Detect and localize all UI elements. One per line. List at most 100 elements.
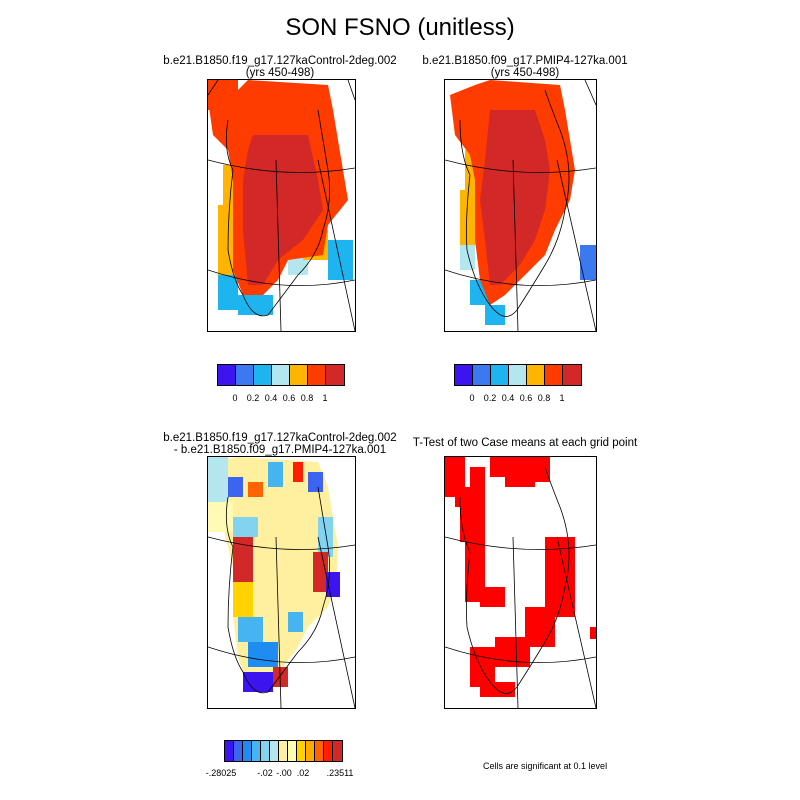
panel1-svg (208, 80, 355, 331)
panel2-title: b.e21.B1850.f09_g17.PMIP4-127ka.001 (yrs… (405, 55, 645, 79)
colorbar1 (217, 364, 345, 386)
p1-latline (208, 269, 355, 287)
p1-lonline (347, 80, 355, 101)
panel1-field (208, 80, 353, 315)
colorbar-diff-tick: -.28025 (205, 768, 237, 778)
colorbar2-swatch (545, 365, 563, 385)
p4-coast (459, 466, 570, 694)
p3-cell (233, 537, 253, 582)
p3-cell (318, 517, 333, 557)
colorbar-diff (224, 740, 343, 762)
p4-latline (445, 646, 596, 664)
colorbar2 (454, 364, 582, 386)
panel1-title-line1: b.e21.B1850.f19_g17.127kaControl-2deg.00… (163, 55, 397, 67)
p1-latline (208, 159, 355, 173)
colorbar1-tick: 0.2 (246, 393, 260, 403)
significance-note: Cells are significant at 0.1 level (483, 761, 608, 771)
colorbar-diff-swatch (252, 741, 261, 761)
colorbar-diff-swatch (306, 741, 315, 761)
p3-cell (313, 552, 328, 592)
p3-cell (228, 477, 243, 497)
panel1-title-line2: (yrs 450-498) (245, 67, 315, 79)
colorbar-diff-swatch (225, 741, 234, 761)
colorbar1-tick: 0.8 (300, 393, 314, 403)
colorbar2-swatch (563, 365, 581, 385)
colorbar2-swatch (473, 365, 491, 385)
colorbar2-tick: 0.8 (537, 393, 551, 403)
colorbar-diff-tick: -.00 (276, 768, 292, 778)
panel4-title: T-Test of two Case means at each grid po… (405, 437, 645, 449)
colorbar2-tick: 0.4 (501, 393, 515, 403)
p2-latline (445, 159, 596, 173)
p1-cell (208, 80, 238, 110)
panel3-title-line1: b.e21.B1850.f19_g17.127kaControl-2deg.00… (163, 432, 397, 444)
p3-cell (273, 667, 288, 687)
colorbar1-swatch (254, 365, 272, 385)
panel2-title-line2: (yrs 450-498) (490, 67, 560, 79)
colorbar2-swatch (455, 365, 473, 385)
panel4-lines (445, 466, 596, 708)
p2-latline (445, 269, 596, 287)
p2-cell (485, 305, 505, 325)
panel3-title-line2: - b.e21.B1850.f09_g17.PMIP4-127ka.001 (173, 444, 387, 456)
colorbar-diff-swatch (324, 741, 333, 761)
p4-lonline (556, 536, 596, 708)
panel1-lines (208, 80, 355, 331)
figure-title: SON FSNO (unitless) (285, 14, 515, 41)
colorbar2-swatch (491, 365, 509, 385)
panel2-title-line1: b.e21.B1850.f09_g17.PMIP4-127ka.001 (422, 55, 628, 67)
colorbar2-tick: 0.2 (483, 393, 497, 403)
p3-cell (243, 672, 273, 692)
p1-coast (225, 109, 331, 317)
colorbar1-swatch (326, 365, 344, 385)
p4-cell (460, 507, 485, 542)
panel1-title: b.e21.B1850.f19_g17.127kaControl-2deg.00… (160, 55, 400, 79)
colorbar2-swatch (527, 365, 545, 385)
p1-lonline (275, 159, 282, 331)
colorbar1-tick: 0.6 (282, 393, 296, 403)
colorbar-diff-swatch (288, 741, 297, 761)
panel3-title: b.e21.B1850.f19_g17.127kaControl-2deg.00… (160, 432, 400, 456)
p4-cell (470, 647, 495, 687)
colorbar-diff-tick: .02 (296, 768, 310, 778)
colorbar-diff-tick: .23511 (326, 768, 354, 778)
panel1-map (207, 79, 356, 332)
panel3-svg (208, 457, 355, 708)
p4-cell (505, 457, 535, 487)
p1-lonline (317, 159, 355, 331)
panel2-field (450, 80, 596, 325)
p3-coast (225, 486, 331, 694)
p1-lonline (208, 80, 219, 96)
p4-latline (445, 536, 596, 550)
p4-cell (590, 627, 596, 639)
p2-region (480, 110, 550, 285)
p3-latline (208, 536, 355, 550)
panel3-map (207, 456, 356, 709)
colorbar2-tick: 0.6 (519, 393, 533, 403)
colorbar-diff-swatch (270, 741, 279, 761)
p3-cell (288, 612, 303, 632)
p3-cell (248, 642, 278, 667)
p3-latline (208, 646, 355, 664)
p4-cell (455, 487, 485, 507)
p4-cell (490, 457, 505, 477)
colorbar1-tick: 0.4 (264, 393, 278, 403)
p3-cell (308, 472, 323, 492)
colorbar-diff-tick: -.02 (257, 768, 273, 778)
panel4-field (445, 457, 596, 697)
p3-cell (208, 457, 228, 502)
colorbar1-swatch (218, 365, 236, 385)
p4-cell (480, 587, 505, 607)
p2-cell (460, 240, 475, 270)
colorbar1-tick: 0 (232, 393, 238, 403)
p3-cell (238, 617, 263, 642)
colorbar2-tick: 1 (559, 393, 565, 403)
colorbar2-tick: 0 (469, 393, 475, 403)
colorbar1-swatch (236, 365, 254, 385)
p2-lonline (512, 159, 519, 331)
p1-cell (218, 275, 238, 310)
panel3-lines (208, 486, 355, 708)
colorbar2-swatch (509, 365, 527, 385)
colorbar1-tick: 1 (322, 393, 328, 403)
colorbar-diff-swatch (297, 741, 306, 761)
